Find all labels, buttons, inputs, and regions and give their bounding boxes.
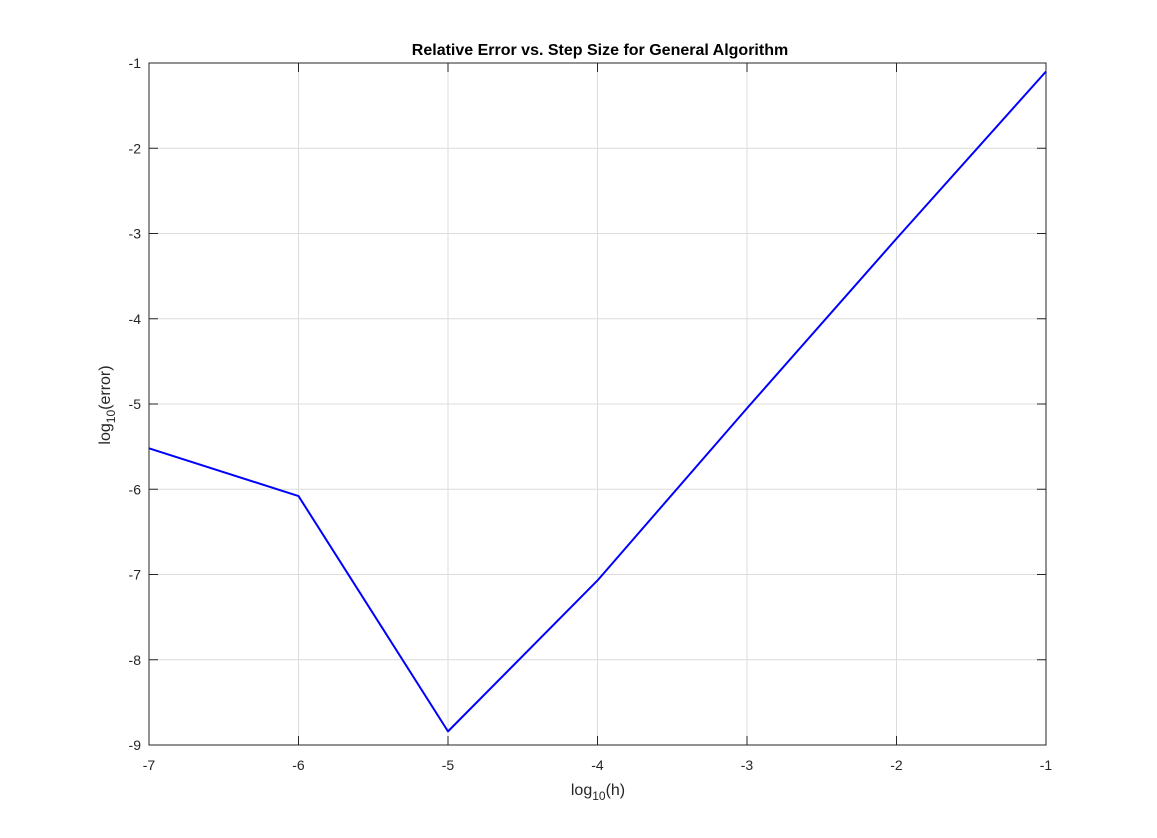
- y-tick-label: -2: [129, 140, 142, 156]
- y-tick-label: -3: [129, 226, 142, 242]
- x-tick-label: -6: [292, 757, 305, 773]
- x-axis-label-suffix: (h): [606, 782, 626, 799]
- axis-ticks: -7 -6 -5 -4 -3 -2 -1 -9 -8 -7 -6 -5 -4 -3 -2 -1: [129, 55, 1053, 773]
- series-line: [148, 70, 1047, 733]
- x-axis-label-prefix: log: [571, 782, 592, 799]
- y-axis-label-subscript: 10: [104, 410, 118, 424]
- chart-title: Relative Error vs. Step Size for General…: [412, 42, 788, 59]
- y-axis-label: log10(error): [97, 365, 118, 444]
- x-tick-label: -3: [741, 757, 754, 773]
- grid-lines: [149, 63, 1046, 745]
- y-axis-label-suffix: (error): [97, 365, 114, 409]
- y-tick-label: -8: [129, 652, 142, 668]
- series-layer: [148, 70, 1047, 733]
- x-tick-label: -5: [442, 757, 455, 773]
- y-tick-label: -6: [129, 481, 142, 497]
- x-tick-label: -4: [591, 757, 604, 773]
- x-axis-label: log10(h): [571, 782, 625, 803]
- y-axis-label-prefix: log: [97, 423, 114, 444]
- y-tick-label: -4: [129, 311, 142, 327]
- x-axis-label-subscript: 10: [592, 789, 606, 803]
- y-tick-label: -7: [129, 567, 142, 583]
- y-tick-label: -9: [129, 737, 142, 753]
- y-tick-label: -1: [129, 55, 142, 71]
- x-tick-label: -1: [1040, 757, 1053, 773]
- x-tick-label: -7: [143, 757, 156, 773]
- x-tick-label: -2: [890, 757, 903, 773]
- y-tick-label: -5: [129, 396, 142, 412]
